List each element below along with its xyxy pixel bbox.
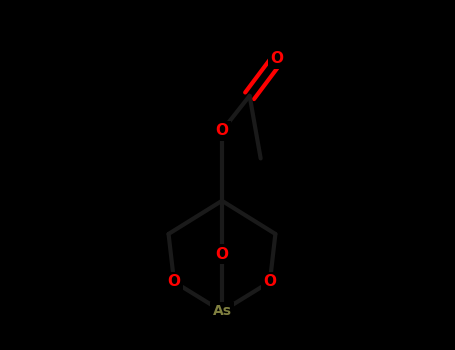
Text: O: O — [263, 274, 276, 289]
Text: As: As — [212, 304, 232, 318]
Text: O: O — [167, 274, 181, 289]
Text: O: O — [271, 51, 284, 66]
Text: O: O — [216, 247, 228, 262]
Text: O: O — [216, 123, 228, 138]
